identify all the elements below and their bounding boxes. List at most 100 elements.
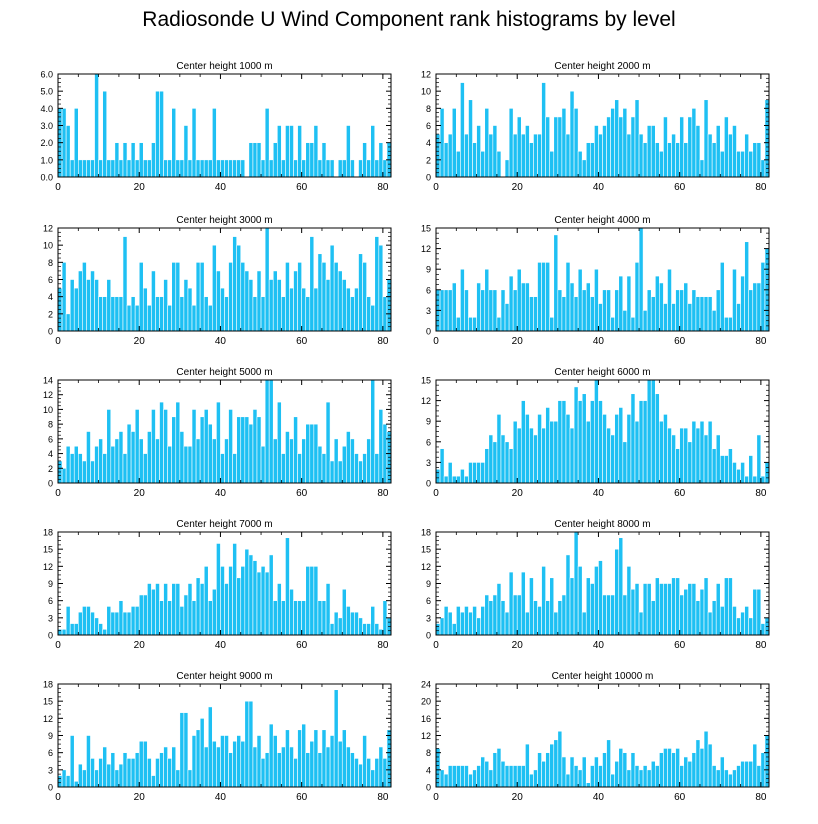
bar bbox=[650, 600, 656, 636]
bar bbox=[175, 401, 181, 484]
bar bbox=[232, 543, 237, 636]
bar bbox=[748, 760, 754, 788]
bar bbox=[264, 752, 270, 788]
bar bbox=[362, 262, 367, 332]
bar bbox=[520, 133, 526, 178]
bar bbox=[248, 700, 254, 788]
bar bbox=[82, 769, 87, 788]
chart-panel-1: Center height 1000 m 0 20 40 60 80 0.0 1.0 2.0 3.… bbox=[40, 61, 392, 193]
bar bbox=[480, 150, 486, 178]
bar bbox=[512, 765, 518, 788]
bar bbox=[590, 142, 595, 178]
bar bbox=[646, 379, 652, 484]
bar bbox=[618, 407, 624, 484]
bar bbox=[529, 427, 534, 484]
bar bbox=[760, 159, 766, 178]
bar bbox=[374, 159, 380, 178]
bar bbox=[581, 159, 587, 178]
bar bbox=[228, 159, 233, 178]
bar bbox=[675, 448, 680, 484]
y-tick-label: 6 bbox=[426, 121, 431, 131]
bar bbox=[618, 275, 624, 332]
bar bbox=[488, 133, 494, 178]
bar bbox=[297, 600, 302, 636]
bar bbox=[236, 159, 242, 178]
bar bbox=[756, 142, 762, 178]
y-tick-label: 12 bbox=[421, 396, 431, 406]
bar bbox=[451, 108, 457, 178]
bar bbox=[626, 769, 632, 788]
y-tick-label: 0.0 bbox=[40, 173, 53, 183]
bar bbox=[78, 763, 83, 788]
bar bbox=[504, 159, 510, 178]
bar bbox=[496, 414, 502, 484]
bar bbox=[464, 289, 469, 332]
bar bbox=[321, 453, 327, 484]
bar bbox=[118, 763, 124, 788]
bar bbox=[382, 758, 388, 788]
bar bbox=[577, 268, 583, 332]
figure-title: Radiosonde U Wind Component rank histogr… bbox=[142, 8, 676, 31]
bar bbox=[496, 748, 502, 788]
bar bbox=[748, 455, 754, 484]
y-tick-label: 18 bbox=[421, 528, 431, 538]
bar bbox=[138, 262, 144, 332]
bar bbox=[130, 758, 136, 788]
bar bbox=[301, 600, 307, 636]
bar bbox=[687, 116, 693, 178]
bar bbox=[699, 748, 705, 788]
bar bbox=[675, 142, 680, 178]
bar bbox=[516, 116, 522, 178]
bar bbox=[167, 445, 173, 484]
bar bbox=[281, 600, 286, 636]
bar bbox=[378, 628, 384, 636]
bar bbox=[719, 262, 725, 332]
bar bbox=[57, 628, 63, 636]
y-tick-label: 9 bbox=[426, 265, 431, 275]
bar bbox=[756, 282, 762, 332]
bar bbox=[447, 289, 453, 332]
bar bbox=[659, 420, 664, 484]
x-tick-label: 80 bbox=[755, 792, 767, 803]
x-tick-label: 80 bbox=[377, 792, 389, 803]
bar bbox=[460, 611, 465, 636]
bar bbox=[577, 769, 583, 788]
bar bbox=[667, 427, 672, 484]
bar bbox=[163, 279, 168, 332]
bar bbox=[472, 769, 477, 788]
x-tick-label: 80 bbox=[755, 182, 767, 193]
bar bbox=[147, 304, 152, 332]
panel-title: Center height 1000 m bbox=[176, 61, 272, 72]
bar bbox=[114, 296, 120, 332]
y-tick-label: 12 bbox=[43, 390, 53, 400]
bar bbox=[533, 769, 538, 788]
bar bbox=[447, 462, 453, 484]
bar bbox=[573, 531, 579, 636]
y-tick-label: 20 bbox=[421, 697, 431, 707]
bar bbox=[305, 423, 311, 484]
bar bbox=[626, 275, 632, 332]
bar bbox=[451, 623, 457, 636]
bar bbox=[634, 420, 640, 484]
bar bbox=[329, 244, 335, 332]
bar bbox=[622, 441, 628, 484]
bar bbox=[492, 441, 498, 484]
bar bbox=[130, 606, 136, 636]
x-tick-label: 20 bbox=[512, 488, 524, 499]
bar bbox=[191, 735, 197, 788]
y-tick-label: 0 bbox=[48, 479, 53, 489]
bar bbox=[122, 142, 128, 178]
bar bbox=[667, 748, 672, 788]
bar bbox=[256, 416, 262, 484]
bar bbox=[707, 420, 713, 484]
bar bbox=[272, 600, 278, 636]
bar bbox=[533, 296, 538, 332]
bar bbox=[752, 743, 758, 788]
x-tick-label: 20 bbox=[512, 336, 524, 347]
bar bbox=[106, 159, 112, 178]
bar bbox=[126, 159, 132, 178]
bar bbox=[325, 583, 331, 636]
bar bbox=[195, 577, 201, 636]
bar bbox=[309, 142, 315, 178]
bar bbox=[155, 90, 160, 178]
